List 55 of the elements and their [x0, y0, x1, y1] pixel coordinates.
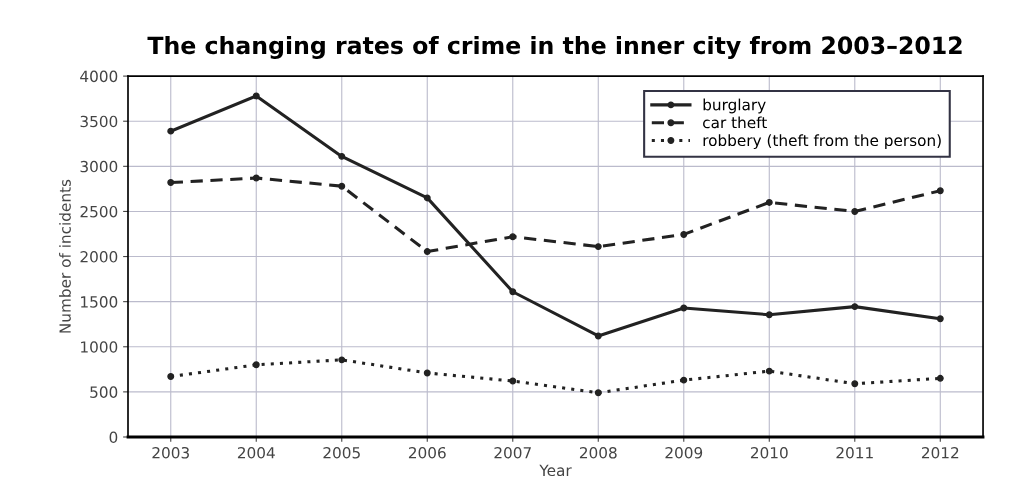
y-tick-label: 1500 [81, 296, 118, 308]
point [594, 389, 602, 397]
y-tick-label: 0 [109, 431, 118, 444]
point [680, 304, 688, 312]
y-tick-label: 3500 [80, 115, 118, 128]
point [252, 92, 260, 100]
point [509, 377, 517, 385]
point [936, 315, 944, 323]
point [423, 369, 431, 377]
point [765, 198, 773, 206]
y-tick-label: 2000 [80, 251, 118, 263]
legend-label: car theft [703, 116, 767, 129]
y-axis-title: Number of incidents [59, 179, 71, 333]
y-tick-label: 4000 [80, 70, 118, 83]
x-tick-label: 2004 [237, 446, 275, 459]
point [680, 230, 688, 238]
x-tick-label: 2011 [836, 446, 873, 459]
x-tick-label: 2009 [665, 446, 703, 459]
point [509, 288, 517, 296]
point [167, 127, 175, 135]
point [851, 380, 859, 388]
point [423, 248, 431, 256]
legend-label: robbery (theft from the person) [703, 134, 941, 150]
y-tick-label: 1000 [81, 341, 118, 353]
point [851, 207, 859, 215]
point [252, 174, 260, 182]
point [423, 194, 431, 202]
point [680, 376, 688, 384]
x-tick-label: 2003 [152, 446, 189, 459]
point [594, 332, 602, 340]
point [338, 356, 346, 364]
y-tick-label: 500 [90, 386, 118, 398]
y-tick-label: 3000 [80, 160, 118, 173]
x-tick-label: 2006 [408, 446, 446, 459]
y-tick-label: 2500 [80, 205, 118, 218]
point [765, 311, 773, 319]
point [167, 373, 175, 381]
point [338, 182, 346, 190]
x-tick-label: 2010 [750, 446, 788, 459]
point [936, 187, 944, 195]
point [765, 367, 773, 375]
chart-title: The changing rates of crime in the inner city from 2003–2012 [147, 35, 962, 59]
point [252, 361, 260, 369]
point [594, 243, 602, 251]
x-tick-label: 2012 [921, 446, 959, 459]
x-axis-title: Year [539, 464, 572, 477]
point [338, 152, 346, 160]
point [851, 303, 859, 311]
x-tick-label: 2005 [323, 446, 360, 459]
x-tick-label: 2007 [494, 446, 531, 459]
legend-label: burglary [703, 98, 766, 114]
point [936, 374, 944, 382]
x-tick-label: 2008 [579, 446, 617, 459]
point [167, 179, 175, 187]
point [509, 233, 517, 241]
